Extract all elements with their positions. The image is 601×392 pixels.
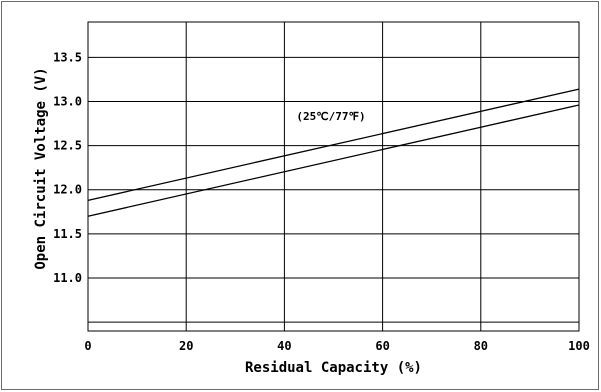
grid-lines [88,22,579,331]
x-tick-label: 40 [277,339,291,353]
y-axis-title: Open Circuit Voltage (V) [33,67,49,269]
x-tick-label: 100 [568,339,590,353]
y-tick-label: 12.0 [53,183,82,197]
temperature-annotation: (25℃/77℉) [296,110,365,123]
y-tick-label: 13.0 [53,94,82,108]
y-tick-label: 11.5 [53,227,82,241]
x-axis-title: Residual Capacity (%) [245,360,422,376]
upper-voltage-line [87,88,580,201]
series-group [87,88,580,217]
y-tick-label: 11.0 [53,271,82,285]
x-tick-label: 80 [474,339,488,353]
lower-voltage-line [87,104,580,217]
y-tick-label: 13.5 [53,50,82,64]
y-tick-label: 12.5 [53,139,82,153]
x-tick-labels: 0 20 40 60 80 100 [84,339,589,353]
plot-area [87,21,580,332]
x-tick-label: 60 [375,339,389,353]
x-tick-label: 0 [84,339,91,353]
y-tick-labels: 11.0 11.5 12.0 12.5 13.0 13.5 [53,50,82,285]
x-tick-label: 20 [179,339,193,353]
